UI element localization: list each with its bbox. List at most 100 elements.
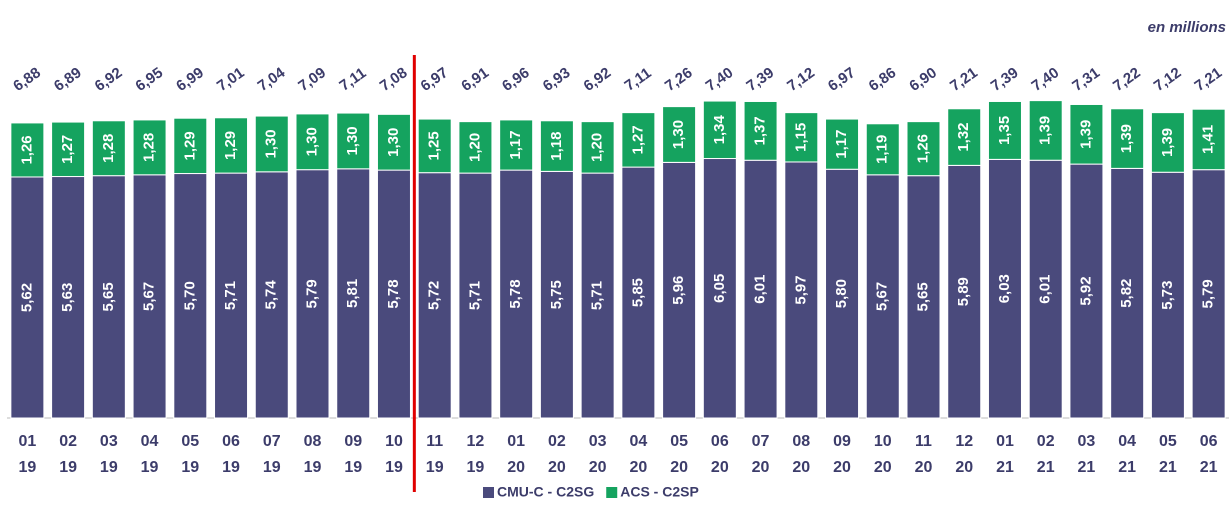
- x-tick-label: 19: [385, 459, 403, 476]
- x-tick-label: 19: [426, 459, 444, 476]
- value-label: 5,74: [263, 280, 280, 310]
- bar-segment: [295, 113, 330, 171]
- value-label: 5,79: [1200, 279, 1217, 308]
- total-label: 7,21: [947, 64, 981, 95]
- bar-segment: [132, 174, 167, 419]
- x-tick-label: 09: [344, 433, 362, 450]
- bar-segment: [91, 175, 126, 419]
- value-label: 1,32: [955, 122, 972, 151]
- value-label: 1,26: [18, 135, 35, 164]
- bar-segment: [1191, 108, 1226, 171]
- x-tick-label: 20: [833, 459, 851, 476]
- value-label: 1,15: [792, 123, 809, 152]
- value-label: 1,28: [141, 133, 158, 162]
- bar-segment: [865, 174, 900, 419]
- bar-segment: [10, 176, 45, 419]
- total-label: 6,97: [418, 64, 452, 95]
- value-label: 1,26: [914, 134, 931, 163]
- total-label: 7,21: [1191, 64, 1225, 95]
- value-label: 1,39: [1077, 120, 1094, 149]
- x-tick-label: 04: [1118, 433, 1136, 450]
- x-tick-label: 20: [629, 459, 647, 476]
- value-label: 5,67: [141, 282, 158, 311]
- x-tick-label: 07: [752, 433, 770, 450]
- bar-segment: [417, 118, 452, 174]
- bar-segment: [987, 100, 1022, 160]
- legend-swatch: [483, 487, 494, 498]
- total-label: 6,92: [580, 64, 614, 95]
- bar-segment: [254, 115, 289, 173]
- value-label: 1,30: [670, 120, 687, 149]
- value-label: 5,78: [507, 279, 524, 308]
- bar-segment: [458, 172, 493, 419]
- x-tick-label: 21: [1118, 459, 1136, 476]
- x-tick-label: 07: [263, 433, 281, 450]
- x-tick-label: 19: [100, 459, 118, 476]
- bar-segment: [214, 117, 249, 174]
- bar-segment: [865, 123, 900, 176]
- x-tick-label: 05: [181, 433, 199, 450]
- x-tick-label: 08: [304, 433, 322, 450]
- value-label: 5,71: [466, 281, 483, 310]
- x-tick-label: 19: [18, 459, 36, 476]
- value-label: 5,70: [181, 281, 198, 310]
- bar-segment: [580, 172, 615, 419]
- value-label: 1,39: [1159, 128, 1176, 157]
- value-label: 1,30: [385, 128, 402, 157]
- value-label: 5,85: [629, 278, 646, 307]
- bar-segment: [825, 118, 860, 170]
- bar-segment: [580, 121, 615, 174]
- legend-label: ACS - C2SP: [620, 484, 699, 500]
- value-label: 5,97: [792, 275, 809, 304]
- value-label: 5,65: [914, 282, 931, 311]
- x-tick-label: 21: [1159, 459, 1177, 476]
- total-label: 7,08: [377, 64, 411, 95]
- total-label: 7,31: [1069, 64, 1103, 95]
- x-tick-label: 03: [1078, 433, 1096, 450]
- x-tick-label: 20: [955, 459, 973, 476]
- bar-segment: [621, 112, 656, 168]
- value-label: 1,29: [181, 131, 198, 160]
- total-label: 6,91: [458, 64, 492, 95]
- value-label: 5,80: [833, 279, 850, 308]
- x-tick-label: 20: [589, 459, 607, 476]
- bar-segment: [743, 100, 778, 161]
- value-label: 5,81: [344, 279, 361, 308]
- total-label: 6,89: [51, 64, 85, 95]
- bar-segment: [1150, 171, 1185, 419]
- x-tick-label: 21: [996, 459, 1014, 476]
- x-tick-label: 19: [222, 459, 240, 476]
- x-tick-label: 03: [100, 433, 118, 450]
- bar-segment: [702, 100, 737, 160]
- total-label: 7,04: [255, 64, 289, 95]
- x-tick-label: 21: [1078, 459, 1096, 476]
- value-label: 1,37: [752, 116, 769, 145]
- value-label: 1,30: [303, 127, 320, 156]
- x-tick-label: 04: [629, 433, 647, 450]
- value-label: 1,27: [59, 135, 76, 164]
- total-label: 6,92: [92, 64, 126, 95]
- bar-segment: [662, 106, 697, 163]
- bar-segment: [254, 171, 289, 419]
- bar-segment: [51, 121, 86, 178]
- x-tick-label: 20: [874, 459, 892, 476]
- value-label: 1,30: [263, 129, 280, 158]
- value-label: 5,79: [303, 279, 320, 308]
- x-tick-label: 05: [670, 433, 688, 450]
- bar-segment: [132, 119, 167, 176]
- value-label: 1,39: [1037, 116, 1054, 145]
- bar-segment: [784, 161, 819, 419]
- value-label: 5,62: [18, 283, 35, 312]
- total-label: 7,09: [295, 64, 329, 95]
- value-label: 5,89: [955, 277, 972, 306]
- value-label: 1,19: [874, 135, 891, 164]
- bar-segment: [376, 169, 411, 419]
- x-tick-label: 12: [955, 433, 973, 450]
- value-label: 1,39: [1118, 124, 1135, 153]
- value-label: 1,25: [426, 131, 443, 160]
- x-tick-label: 20: [670, 459, 688, 476]
- bar-segment: [906, 175, 941, 419]
- total-label: 7,39: [743, 64, 777, 95]
- value-label: 1,20: [589, 133, 606, 162]
- x-tick-label: 06: [711, 433, 729, 450]
